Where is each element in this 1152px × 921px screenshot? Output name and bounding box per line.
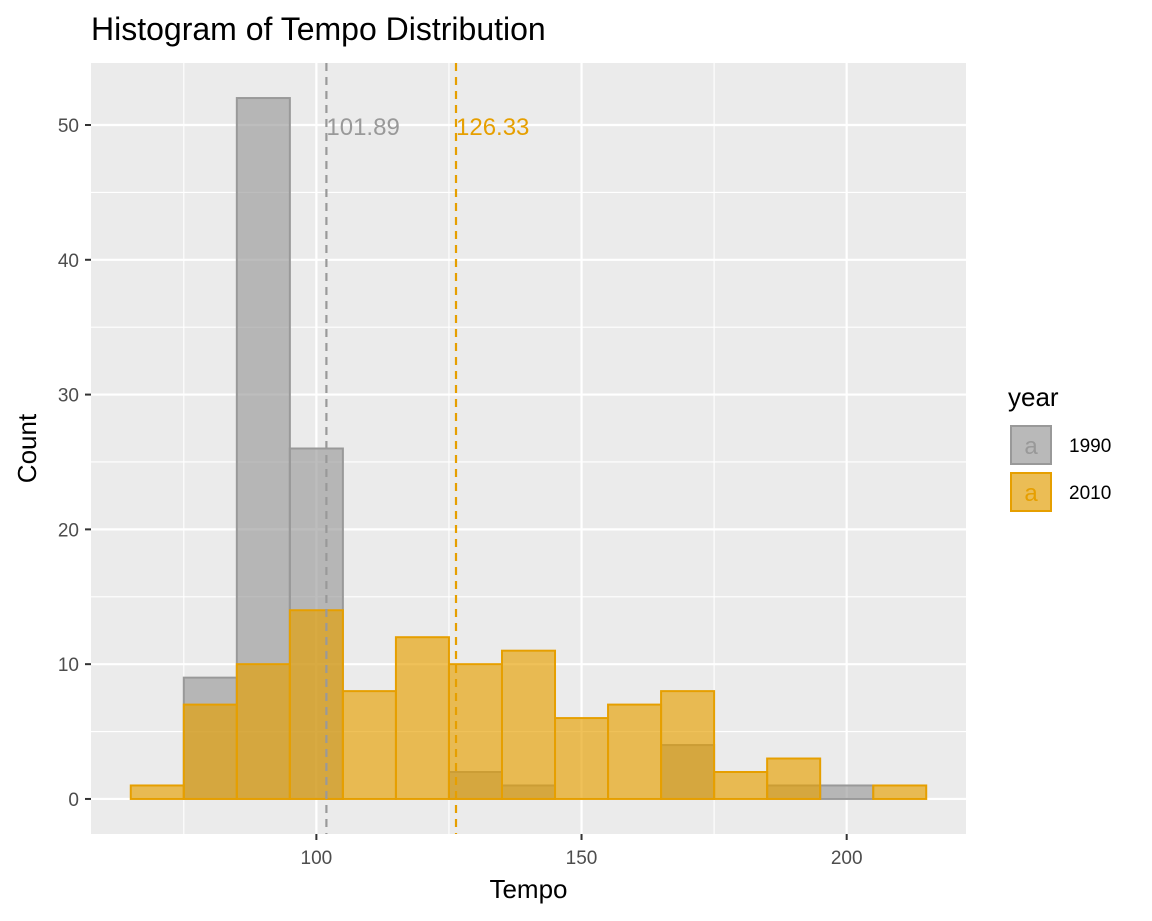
mean-label-2010: 126.33: [456, 114, 529, 141]
legend: year a 1990 a 2010: [1008, 382, 1111, 512]
histogram-bar-2010: [554, 717, 610, 800]
histogram-bar-2010: [500, 649, 557, 800]
histogram-bar-2010: [660, 690, 716, 800]
y-axis-title: Count: [12, 413, 42, 483]
x-axis-title: Tempo: [489, 874, 567, 904]
x-tick-label: 200: [831, 848, 863, 869]
histogram-bar-2010: [182, 703, 238, 800]
y-tick-label: 0: [68, 790, 79, 811]
legend-key-swatch-1990: [1010, 425, 1052, 465]
x-tick-label: 150: [566, 848, 598, 869]
legend-label-1990: 1990: [1069, 436, 1111, 457]
x-axis: 100 150 200: [301, 834, 863, 869]
chart-title: Histogram of Tempo Distribution: [91, 11, 546, 47]
legend-key-glyph: a: [1024, 433, 1038, 460]
y-axis: 0 10 20 30 40 50: [58, 116, 91, 811]
histogram-bar-2010: [288, 609, 344, 800]
histogram-bar-2010: [872, 784, 928, 800]
histogram-bar-2010: [607, 703, 663, 800]
y-tick-label: 30: [58, 386, 79, 407]
histogram-bar-2010: [129, 784, 185, 800]
histogram-bar-2010: [766, 757, 822, 800]
x-tick-label: 100: [301, 848, 333, 869]
legend-key-glyph: a: [1024, 480, 1038, 507]
y-tick-label: 40: [58, 251, 79, 272]
legend-items: a 1990 a 2010: [1010, 425, 1111, 512]
histogram-bar-2010: [341, 690, 397, 800]
histogram-bars: [129, 97, 928, 800]
histogram-bar-2010: [713, 770, 769, 800]
histogram-bar-2010: [235, 663, 291, 800]
mean-lines: 101.89 126.33: [325, 63, 529, 834]
mean-label-1990: 101.89: [326, 114, 399, 141]
y-tick-label: 20: [58, 520, 79, 541]
histogram-bar-1990: [819, 784, 875, 800]
legend-key-swatch-2010: [1010, 472, 1052, 512]
histogram-bar-2010: [447, 663, 503, 800]
legend-label-2010: 2010: [1069, 483, 1111, 504]
legend-title: year: [1008, 382, 1059, 412]
histogram-bar-2010: [394, 636, 450, 800]
y-tick-label: 50: [58, 116, 79, 137]
y-tick-label: 10: [58, 655, 79, 676]
